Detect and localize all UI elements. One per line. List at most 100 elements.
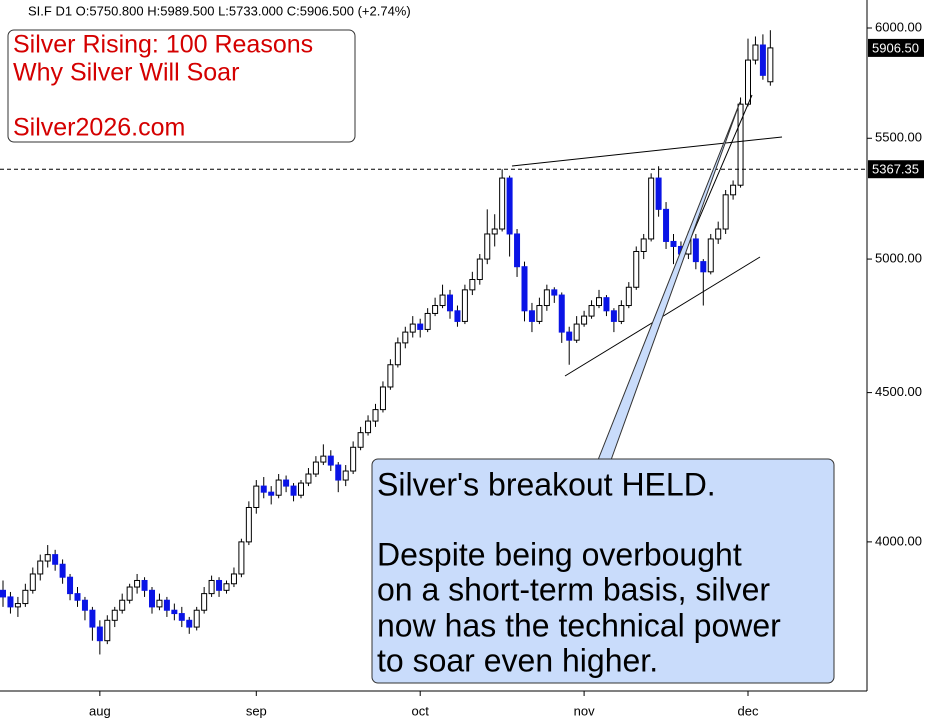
candle-body <box>655 177 662 210</box>
candle-body <box>156 599 163 608</box>
candle-body <box>700 261 707 273</box>
candle-body <box>342 470 349 481</box>
candle-body <box>0 589 6 598</box>
candle-body <box>581 315 588 325</box>
candle-body <box>759 44 766 76</box>
candle-body <box>67 576 74 595</box>
chart-header: SI.F D1 O:5750.800 H:5989.500 L:5733.000… <box>28 3 411 18</box>
candle-body <box>104 619 111 642</box>
callout-line: to soar even higher. <box>377 642 658 678</box>
candle-body <box>603 297 610 312</box>
candle-body <box>216 579 223 591</box>
x-tick-label: oct <box>412 703 430 718</box>
candle-body <box>409 323 416 333</box>
candle-body <box>476 258 483 281</box>
candle-body <box>424 312 431 330</box>
candle-body <box>335 464 342 481</box>
price-label: 5906.50 <box>872 40 919 55</box>
x-tick-label: dec <box>738 703 759 718</box>
candle-body <box>528 310 535 322</box>
candle-body <box>745 59 751 105</box>
candle-body <box>573 323 580 341</box>
candle-body <box>432 305 439 314</box>
candle-body <box>208 579 215 595</box>
candle-body <box>29 573 36 591</box>
callout-line: Despite being overbought <box>377 536 742 572</box>
candle-body <box>178 613 185 621</box>
candle-body <box>722 194 729 230</box>
candle-body <box>588 305 595 317</box>
candle-body <box>7 596 14 608</box>
candle-body <box>357 432 364 448</box>
promo-line: Silver2026.com <box>13 114 185 142</box>
candle-body <box>37 560 44 575</box>
candle-body <box>290 485 297 496</box>
trend-line <box>511 136 783 167</box>
candle-body <box>543 289 550 307</box>
candle-body <box>283 479 290 487</box>
candle-body <box>469 279 476 291</box>
candle-body <box>253 485 260 508</box>
candle-body <box>633 250 640 288</box>
candle-body <box>596 297 602 307</box>
candle-body <box>715 228 722 240</box>
candle-body <box>52 554 59 565</box>
candle-body <box>454 310 461 322</box>
y-tick-label: 4500.00 <box>875 384 922 399</box>
candle-body <box>737 103 744 186</box>
candle-body <box>96 626 103 642</box>
candle-body <box>186 619 193 628</box>
candle-body <box>89 609 96 628</box>
candle-body <box>692 238 699 263</box>
candle-body <box>312 461 319 475</box>
candle-body <box>365 420 372 434</box>
candle-body <box>305 473 312 484</box>
candle-body <box>417 323 424 330</box>
price-label-box <box>868 38 924 57</box>
x-tick-label: aug <box>89 703 111 718</box>
candle-body <box>394 342 401 366</box>
candle-body <box>767 47 774 83</box>
candle-body <box>59 563 66 578</box>
price-label: 5367.35 <box>872 162 919 177</box>
candle-body <box>663 208 670 242</box>
candle-body <box>499 177 506 230</box>
candle-body <box>134 579 141 588</box>
candle-body <box>350 446 357 472</box>
promo-line: Silver Rising: 100 Reasons <box>13 31 313 59</box>
candle-body <box>625 286 632 307</box>
candle-body <box>379 386 386 411</box>
candle-body <box>111 609 118 621</box>
candle-body <box>74 593 81 601</box>
candle-body <box>260 485 267 493</box>
callout-line: now has the technical power <box>377 607 781 643</box>
y-tick-label: 4000.00 <box>875 533 922 548</box>
candle-body <box>752 44 759 61</box>
candle-body <box>268 491 275 496</box>
candle-body <box>521 266 528 312</box>
candle-body <box>298 482 304 496</box>
candle-body <box>566 331 573 341</box>
candle-body <box>230 573 237 585</box>
candle-body <box>126 586 133 601</box>
candle-body <box>223 583 230 591</box>
candle-body <box>320 455 327 463</box>
candle-body <box>119 599 126 611</box>
candle-body <box>648 177 655 240</box>
candle-body <box>22 589 29 605</box>
candle-body <box>461 289 468 322</box>
candle-body <box>81 599 88 611</box>
candle-body <box>327 455 334 466</box>
candle-body <box>245 506 252 543</box>
candle-body <box>670 240 677 247</box>
candle-body <box>372 409 379 422</box>
candle-body <box>707 238 714 273</box>
candle-body <box>484 233 491 260</box>
candle-body <box>275 479 282 496</box>
candle-body <box>730 184 737 196</box>
candle-body <box>558 294 565 333</box>
candle-body <box>439 294 446 307</box>
candle-body <box>149 589 155 608</box>
